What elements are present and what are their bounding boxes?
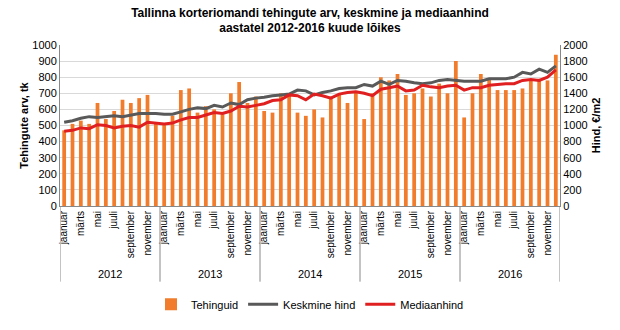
svg-text:märts: märts <box>375 211 386 236</box>
svg-text:Tehingute arv, tk: Tehingute arv, tk <box>18 81 30 168</box>
svg-text:mai: mai <box>392 211 403 227</box>
svg-text:2016: 2016 <box>498 268 522 280</box>
svg-text:300: 300 <box>38 152 56 164</box>
svg-text:600: 600 <box>563 152 581 164</box>
svg-text:1400: 1400 <box>563 87 587 99</box>
svg-text:0: 0 <box>563 200 569 212</box>
svg-text:Keskmine hind: Keskmine hind <box>283 299 355 311</box>
svg-text:2015: 2015 <box>398 268 422 280</box>
svg-text:Hind, €/m2: Hind, €/m2 <box>590 98 602 154</box>
svg-text:september: september <box>325 210 336 258</box>
svg-text:juuli: juuli <box>308 211 319 230</box>
svg-text:400: 400 <box>563 168 581 180</box>
svg-text:1000: 1000 <box>563 119 587 131</box>
svg-text:juuli: juuli <box>408 211 419 230</box>
svg-text:1000: 1000 <box>32 39 56 51</box>
svg-text:märts: märts <box>475 211 486 236</box>
svg-text:september: september <box>525 210 536 258</box>
svg-text:september: september <box>425 210 436 258</box>
svg-text:jaanuar: jaanuar <box>358 210 369 245</box>
svg-text:mai: mai <box>292 211 303 227</box>
svg-text:jaanuar: jaanuar <box>458 210 469 245</box>
svg-text:2013: 2013 <box>198 268 222 280</box>
svg-text:100: 100 <box>38 184 56 196</box>
svg-text:jaanuar: jaanuar <box>158 210 169 245</box>
svg-text:Tehinguid: Tehinguid <box>191 299 238 311</box>
svg-text:september: september <box>225 210 236 258</box>
svg-text:800: 800 <box>38 71 56 83</box>
svg-text:november: november <box>542 210 553 255</box>
svg-text:mai: mai <box>192 211 203 227</box>
svg-text:jaanuar: jaanuar <box>58 210 69 245</box>
svg-text:märts: märts <box>75 211 86 236</box>
svg-text:november: november <box>242 210 253 255</box>
svg-text:mai: mai <box>492 211 503 227</box>
svg-text:800: 800 <box>563 135 581 147</box>
svg-text:200: 200 <box>38 168 56 180</box>
svg-text:1600: 1600 <box>563 71 587 83</box>
svg-text:1800: 1800 <box>563 55 587 67</box>
svg-text:jaanuar: jaanuar <box>258 210 269 245</box>
svg-text:november: november <box>142 210 153 255</box>
svg-text:mai: mai <box>92 211 103 227</box>
svg-text:200: 200 <box>563 184 581 196</box>
svg-text:Mediaanhind: Mediaanhind <box>400 299 463 311</box>
svg-text:märts: märts <box>275 211 286 236</box>
svg-text:2000: 2000 <box>563 39 587 51</box>
svg-text:700: 700 <box>38 87 56 99</box>
svg-text:juuli: juuli <box>508 211 519 230</box>
svg-text:juuli: juuli <box>208 211 219 230</box>
svg-text:2012: 2012 <box>98 268 122 280</box>
svg-text:juuli: juuli <box>108 211 119 230</box>
svg-text:november: november <box>342 210 353 255</box>
svg-text:600: 600 <box>38 103 56 115</box>
svg-text:500: 500 <box>38 119 56 131</box>
svg-text:märts: märts <box>175 211 186 236</box>
svg-text:0: 0 <box>51 200 57 212</box>
svg-text:november: november <box>442 210 453 255</box>
svg-text:2014: 2014 <box>298 268 322 280</box>
svg-text:september: september <box>125 210 136 258</box>
svg-text:Tallinna korteriomandi tehingu: Tallinna korteriomandi tehingute arv, ke… <box>131 6 489 36</box>
svg-text:400: 400 <box>38 135 56 147</box>
svg-text:1200: 1200 <box>563 103 587 115</box>
svg-text:900: 900 <box>38 55 56 67</box>
